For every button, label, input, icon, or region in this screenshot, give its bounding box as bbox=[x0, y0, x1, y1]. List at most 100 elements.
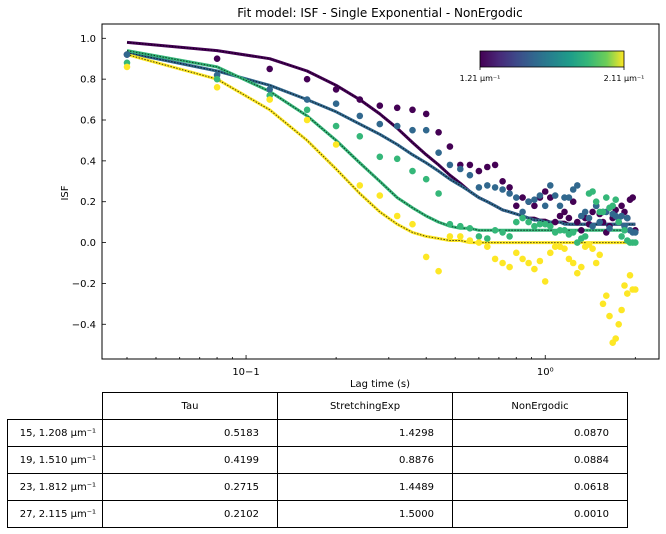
data-point bbox=[578, 212, 585, 220]
x-tick-label: 10−1 bbox=[232, 367, 259, 378]
data-point bbox=[506, 263, 513, 271]
data-point bbox=[569, 259, 577, 267]
data-point bbox=[592, 259, 600, 267]
data-point bbox=[513, 202, 520, 210]
data-point bbox=[632, 239, 639, 246]
data-point bbox=[561, 227, 568, 234]
data-point bbox=[422, 253, 430, 261]
data-point bbox=[409, 220, 416, 228]
data-point bbox=[376, 102, 384, 109]
data-point bbox=[213, 55, 221, 62]
stretching-exp-cell: 1.4489 bbox=[277, 473, 453, 501]
data-point bbox=[446, 161, 454, 169]
data-point bbox=[356, 133, 364, 140]
data-point bbox=[574, 239, 581, 246]
nonergodic-cell: 0.0870 bbox=[452, 419, 628, 447]
data-point bbox=[466, 237, 474, 244]
data-point bbox=[547, 249, 554, 257]
tau-cell: 0.4199 bbox=[102, 446, 278, 474]
fit-parameters-table: Tau StretchingExp NonErgodic 15, 1.208 μ… bbox=[7, 392, 628, 528]
data-point bbox=[531, 196, 538, 203]
data-point bbox=[435, 149, 442, 156]
data-point bbox=[615, 321, 622, 328]
data-point bbox=[393, 104, 401, 112]
data-point bbox=[484, 243, 491, 250]
data-point bbox=[632, 286, 639, 293]
fit-line-dotted-overlay bbox=[126, 54, 636, 244]
data-point bbox=[612, 335, 619, 342]
data-point bbox=[519, 214, 526, 222]
column-header-tau: Tau bbox=[102, 392, 278, 420]
data-point bbox=[569, 229, 577, 236]
data-point bbox=[596, 218, 603, 226]
data-point bbox=[466, 225, 474, 232]
data-point bbox=[376, 192, 384, 199]
data-point bbox=[499, 178, 506, 185]
data-point bbox=[356, 96, 364, 103]
data-point bbox=[581, 233, 589, 240]
y-tick-label: 0.4 bbox=[80, 156, 96, 167]
data-point bbox=[603, 292, 610, 300]
data-point bbox=[303, 75, 311, 83]
data-point bbox=[376, 120, 384, 128]
data-point bbox=[536, 192, 544, 199]
data-point bbox=[356, 112, 364, 120]
data-point bbox=[581, 208, 589, 216]
data-point bbox=[531, 222, 538, 230]
column-header-nonergodic: NonErgodic bbox=[452, 392, 628, 420]
table-row: 23, 1.812 μm⁻¹ 0.2715 1.4489 0.0618 bbox=[7, 473, 628, 501]
data-point bbox=[609, 202, 616, 210]
table-row: 15, 1.208 μm⁻¹ 0.5183 1.4298 0.0870 bbox=[7, 419, 628, 447]
colorbar: 1.21 μm⁻¹ 2.11 μm⁻¹ bbox=[460, 50, 644, 83]
data-point bbox=[596, 251, 603, 259]
plot-frame bbox=[101, 23, 660, 360]
data-point bbox=[621, 227, 628, 234]
data-point bbox=[569, 186, 577, 193]
column-header-stretching-exp: StretchingExp bbox=[277, 392, 453, 420]
data-point bbox=[589, 245, 596, 252]
table-row: 19, 1.510 μm⁻¹ 0.4199 0.8876 0.0884 bbox=[7, 446, 628, 474]
data-point bbox=[213, 84, 221, 91]
data-point bbox=[547, 222, 554, 230]
data-point bbox=[578, 263, 585, 271]
data-point bbox=[551, 192, 559, 199]
data-point bbox=[574, 218, 581, 226]
data-point bbox=[618, 212, 625, 220]
data-point bbox=[525, 259, 532, 267]
data-point bbox=[556, 212, 564, 220]
nonergodic-cell: 0.0618 bbox=[452, 473, 628, 501]
data-point bbox=[519, 194, 526, 201]
data-point bbox=[585, 214, 593, 222]
row-label: 15, 1.208 μm⁻¹ bbox=[7, 419, 103, 447]
data-point bbox=[541, 188, 549, 195]
data-point bbox=[332, 86, 340, 93]
data-point bbox=[612, 196, 619, 203]
data-point bbox=[409, 106, 416, 114]
data-point bbox=[491, 255, 499, 263]
data-point bbox=[303, 116, 311, 124]
x-tick-label: 10⁰ bbox=[537, 367, 554, 378]
data-point bbox=[499, 259, 506, 267]
data-point bbox=[556, 202, 564, 210]
data-point bbox=[536, 220, 544, 228]
data-point bbox=[615, 218, 622, 226]
data-point bbox=[466, 171, 474, 179]
data-point bbox=[551, 218, 559, 226]
table-row: 27, 2.115 μm⁻¹ 0.2102 1.5000 0.0010 bbox=[7, 500, 628, 528]
data-point bbox=[519, 208, 526, 216]
tau-cell: 0.2102 bbox=[102, 500, 278, 528]
data-point bbox=[589, 222, 596, 230]
data-point bbox=[506, 233, 513, 240]
data-point bbox=[484, 182, 491, 189]
data-point bbox=[446, 143, 454, 150]
data-point bbox=[589, 188, 596, 195]
data-point bbox=[266, 96, 274, 103]
data-point bbox=[599, 208, 607, 216]
data-point bbox=[409, 126, 416, 134]
nonergodic-cell: 0.0010 bbox=[452, 500, 628, 528]
data-point bbox=[484, 235, 491, 242]
data-point bbox=[332, 122, 340, 130]
x-axis-label: Lag time (s) bbox=[350, 379, 410, 390]
y-axis-label: ISF bbox=[60, 185, 71, 200]
data-point bbox=[531, 202, 538, 210]
